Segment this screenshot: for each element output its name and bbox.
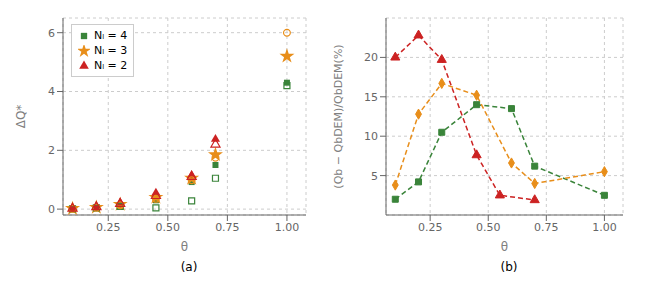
html-text:Nₗ = 4: Nₗ = 4 bbox=[94, 29, 128, 42]
svg-text:2: 2 bbox=[48, 144, 55, 157]
svg-text:10: 10 bbox=[364, 130, 378, 143]
svg-text:15: 15 bbox=[364, 91, 378, 104]
svg-text:0.25: 0.25 bbox=[418, 221, 443, 234]
svg-text:6: 6 bbox=[48, 27, 55, 40]
svg-text:ΔQ*: ΔQ* bbox=[14, 105, 28, 129]
html-text:Nₗ = 2: Nₗ = 2 bbox=[94, 59, 128, 72]
svg-text:1.00: 1.00 bbox=[275, 221, 300, 234]
svg-text:0: 0 bbox=[48, 203, 55, 216]
svg-text:(Qb − QbDEM)/QbDEM(%): (Qb − QbDEM)/QbDEM(%) bbox=[332, 44, 345, 188]
svg-text:5: 5 bbox=[371, 170, 378, 183]
svg-text:0.75: 0.75 bbox=[534, 221, 559, 234]
svg-text:0.25: 0.25 bbox=[96, 221, 121, 234]
svg-text:20: 20 bbox=[364, 51, 378, 64]
html-text:(a): (a) bbox=[180, 260, 198, 274]
svg-text:4: 4 bbox=[48, 85, 55, 98]
svg-text:0.50: 0.50 bbox=[476, 221, 501, 234]
html-text:(b): (b) bbox=[500, 260, 518, 274]
svg-text:θ: θ bbox=[501, 240, 508, 254]
svg-text:0.75: 0.75 bbox=[215, 221, 240, 234]
svg-text:1.00: 1.00 bbox=[592, 221, 617, 234]
svg-text:0.50: 0.50 bbox=[156, 221, 181, 234]
svg-text:θ: θ bbox=[181, 240, 188, 254]
html-text:Nₗ = 3: Nₗ = 3 bbox=[94, 44, 128, 57]
